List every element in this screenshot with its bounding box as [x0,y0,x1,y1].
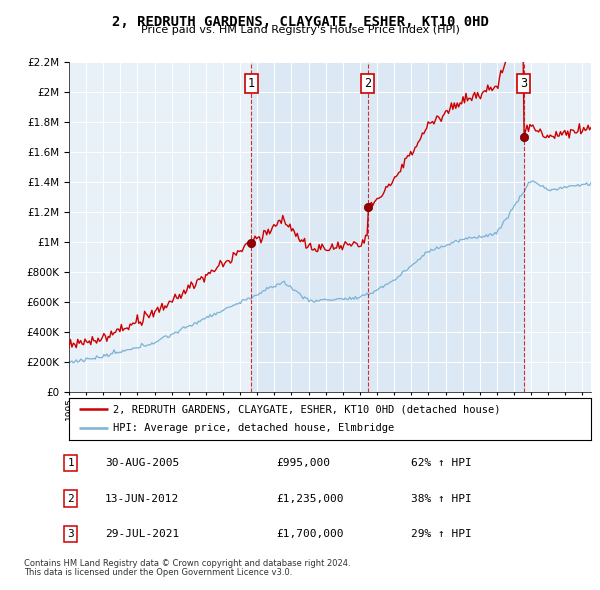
Text: £995,000: £995,000 [276,458,330,468]
Text: HPI: Average price, detached house, Elmbridge: HPI: Average price, detached house, Elmb… [113,424,395,434]
Text: 1: 1 [67,458,74,468]
Text: £1,235,000: £1,235,000 [276,494,343,503]
Text: 30-AUG-2005: 30-AUG-2005 [105,458,179,468]
Text: 38% ↑ HPI: 38% ↑ HPI [411,494,472,503]
Text: £1,700,000: £1,700,000 [276,529,343,539]
Text: 62% ↑ HPI: 62% ↑ HPI [411,458,472,468]
Text: 1: 1 [248,77,255,90]
Text: 3: 3 [520,77,527,90]
Text: 2: 2 [67,494,74,503]
Text: 13-JUN-2012: 13-JUN-2012 [105,494,179,503]
Text: Price paid vs. HM Land Registry's House Price Index (HPI): Price paid vs. HM Land Registry's House … [140,25,460,35]
Text: 3: 3 [67,529,74,539]
Text: 2, REDRUTH GARDENS, CLAYGATE, ESHER, KT10 0HD: 2, REDRUTH GARDENS, CLAYGATE, ESHER, KT1… [112,15,488,29]
Text: 29% ↑ HPI: 29% ↑ HPI [411,529,472,539]
Text: Contains HM Land Registry data © Crown copyright and database right 2024.: Contains HM Land Registry data © Crown c… [24,559,350,568]
Text: This data is licensed under the Open Government Licence v3.0.: This data is licensed under the Open Gov… [24,568,292,577]
Text: 2, REDRUTH GARDENS, CLAYGATE, ESHER, KT10 0HD (detached house): 2, REDRUTH GARDENS, CLAYGATE, ESHER, KT1… [113,404,501,414]
Text: 29-JUL-2021: 29-JUL-2021 [105,529,179,539]
Bar [251,62,524,392]
Text: 2: 2 [364,77,371,90]
